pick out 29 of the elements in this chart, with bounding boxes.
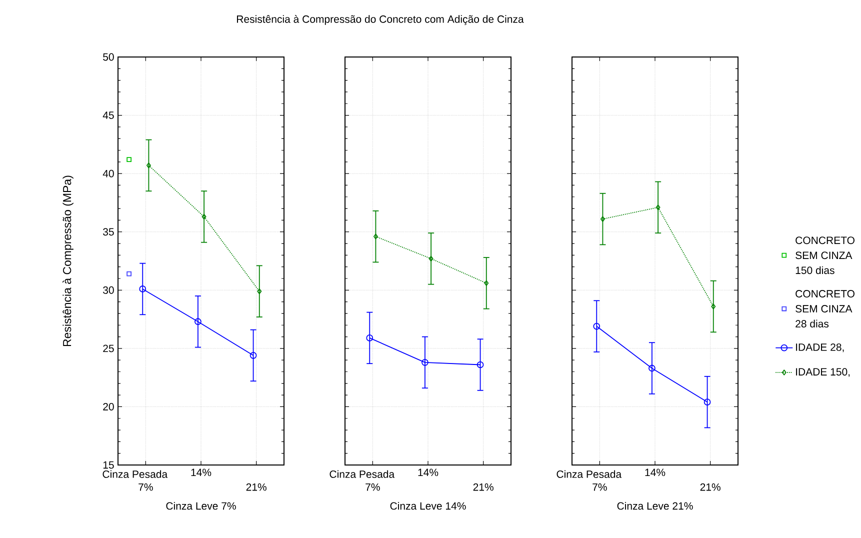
- legend-label: IDADE 28,: [796, 343, 844, 352]
- x-axis-title: Cinza Leve 21%: [617, 502, 693, 510]
- x-axis-title: Cinza Leve 14%: [390, 502, 466, 510]
- y-tick-label: 35: [103, 228, 114, 236]
- x-tick-label: 7%: [138, 483, 153, 491]
- y-tick-label: 30: [103, 286, 114, 294]
- x-tick-label: 7%: [366, 483, 380, 491]
- x-axis-title: Cinza Leve 7%: [166, 502, 236, 510]
- x-tick-label: 21%: [473, 483, 494, 491]
- y-tick-label: 20: [103, 403, 114, 410]
- y-axis-title: Resistência à Compressão (MPa): [62, 176, 74, 346]
- y-tick-label: 40: [102, 170, 114, 178]
- x-tick-label: 21%: [700, 483, 720, 491]
- x-tick-label: 7%: [592, 483, 607, 491]
- legend-label: IDADE 150,: [796, 368, 850, 377]
- y-tick-label: 25: [103, 344, 114, 352]
- y-tick-label: 15: [103, 461, 114, 469]
- x-tick-label: 14%: [645, 468, 666, 476]
- x-tick-label: 14%: [418, 468, 438, 476]
- x-tick-label: 21%: [246, 483, 266, 491]
- legend-label: CONCRETO SEM CINZA 150 dias: [796, 236, 854, 274]
- legend-label: CONCRETO SEM CINZA 28 dias: [796, 290, 854, 328]
- text: Cinza Pesada: [556, 470, 622, 478]
- x-tick-label: 14%: [191, 468, 212, 476]
- text: Cinza Pesada: [330, 470, 395, 478]
- text: Cinza Pesada: [102, 470, 168, 478]
- y-tick-label: 45: [102, 112, 114, 119]
- text: Resistência à Compressão do Concreto com Adição de Cinza: [237, 15, 524, 25]
- y-tick-label: 50: [103, 53, 114, 61]
